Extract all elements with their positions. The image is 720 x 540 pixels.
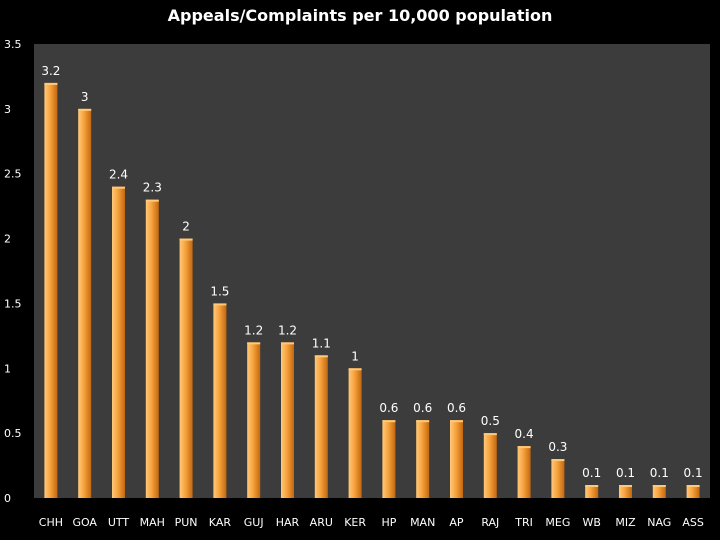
bar-cap [112,186,125,189]
bar-ker [348,368,362,498]
data-label: 3 [81,90,89,104]
bar-ass [686,485,700,498]
bar-goa [78,108,92,498]
bar-guj [247,342,261,498]
x-tick-label: WB [582,516,600,529]
y-tick-label: 1 [4,362,11,375]
bar-series [44,82,700,499]
data-label: 1.1 [312,336,331,350]
bar-cap [247,342,261,345]
data-label: 1.5 [210,284,229,298]
x-tick-label: KAR [209,516,232,529]
data-label: 0.3 [548,440,567,454]
y-tick-label: 3.5 [4,38,22,51]
y-tick-label: 3 [4,103,11,116]
data-label: 2.4 [109,168,128,182]
data-label: 2.3 [143,181,162,195]
x-tick-label: MEG [545,516,570,529]
x-tick-label: GUJ [244,516,264,529]
x-tick-label: MAH [140,516,165,529]
bar-cap [213,303,227,306]
bar-cap [145,199,159,202]
bar-meg [551,459,565,498]
bar-cap [348,368,362,371]
x-tick-label: ARU [310,516,333,529]
bar-ap [450,420,463,498]
bar-cap [652,485,666,488]
bar-miz [619,485,632,498]
x-tick-label: MAN [410,516,435,529]
x-tick-label: UTT [108,516,130,529]
bar-cap [551,459,565,462]
bar-wb [585,485,599,498]
x-tick-label: HAR [276,516,300,529]
bar-cap [619,485,632,488]
bar-raj [483,433,497,498]
data-label: 0.6 [447,401,466,415]
bar-aru [314,355,328,498]
bar-cap [517,446,531,449]
x-tick-label: GOA [72,516,97,529]
bar-hp [382,420,396,498]
x-tick-label: NAG [647,516,671,529]
data-labels: 3.2 3 2.4 2.3 2 1.5 1.2 1.2 1.1 1 0.6 0.6 0.6 0.5 0.4 0… [41,64,702,480]
data-label: 0.1 [684,466,703,480]
data-label: 0.5 [481,414,500,428]
bar-cap [382,420,396,423]
x-axis: CHH GOA UTT MAH PUN KAR GUJ HAR ARU KER HP MAN AP RAJ… [39,516,704,529]
bar-tri [517,446,531,498]
bar-cap [450,420,463,423]
bar-cap [416,420,430,423]
x-tick-label: CHH [39,516,63,529]
plot-area [34,44,710,498]
bar-chh [44,82,58,499]
data-label: 0.1 [582,466,601,480]
data-label: 0.6 [379,401,398,415]
chart-title: Appeals/Complaints per 10,000 population [167,6,553,25]
data-label: 0.1 [616,466,635,480]
bar-cap [44,82,58,85]
bar-pun [179,238,193,499]
x-tick-label: TRI [514,516,533,529]
bar-nag [652,485,666,498]
x-tick-label: ASS [682,516,704,529]
data-label: 1 [351,349,359,363]
y-tick-label: 1.5 [4,297,22,310]
x-tick-label: AP [449,516,464,529]
bar-cap [78,108,92,111]
bar-kar [213,303,227,498]
bar-cap [281,342,294,345]
x-tick-label: RAJ [481,516,499,529]
x-tick-label: PUN [175,516,198,529]
bar-cap [483,433,497,436]
bar-cap [686,485,700,488]
data-label: 0.1 [650,466,669,480]
bar-har [281,342,294,498]
data-label: 1.2 [244,323,263,337]
y-tick-label: 2.5 [4,168,22,181]
data-label: 1.2 [278,323,297,337]
bar-cap [314,355,328,358]
bar-cap [179,238,193,241]
data-label: 0.6 [413,401,432,415]
x-tick-label: HP [381,516,396,529]
bar-man [416,420,430,498]
x-tick-label: KER [344,516,366,529]
y-tick-label: 0 [4,492,11,505]
bar-cap [585,485,599,488]
bar-utt [112,186,125,498]
y-tick-label: 2 [4,233,11,246]
y-tick-label: 0.5 [4,427,22,440]
bar-mah [145,199,159,498]
data-label: 2 [182,220,190,234]
data-label: 3.2 [41,64,60,78]
x-tick-label: MIZ [615,516,636,529]
data-label: 0.4 [515,427,534,441]
y-axis: 0 0.5 1 1.5 2 2.5 3 3.5 [4,38,22,505]
